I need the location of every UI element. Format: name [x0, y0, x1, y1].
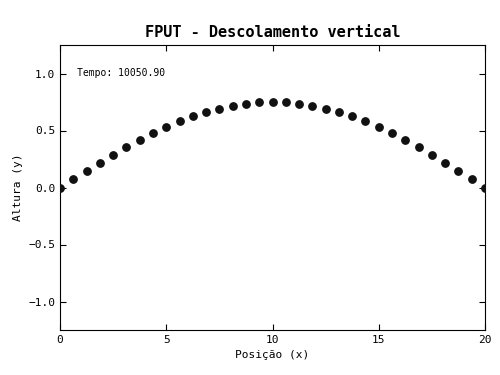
Point	[109, 152, 117, 158]
Point	[335, 109, 343, 115]
Point	[388, 130, 396, 136]
Point	[322, 105, 330, 111]
Point	[468, 176, 475, 182]
Point	[82, 168, 90, 174]
Point	[56, 184, 64, 190]
Point	[216, 105, 224, 111]
Point	[454, 168, 462, 174]
Title: FPUT - Descolamento vertical: FPUT - Descolamento vertical	[145, 25, 400, 40]
Point	[282, 99, 290, 105]
Point	[402, 137, 409, 143]
Point	[428, 152, 436, 158]
Point	[414, 144, 422, 150]
Point	[268, 99, 276, 105]
Point	[136, 137, 143, 143]
Point	[162, 124, 170, 130]
Point	[375, 124, 383, 130]
Point	[255, 99, 263, 105]
Point	[362, 118, 370, 124]
Point	[96, 160, 104, 166]
Point	[202, 109, 210, 115]
Point	[228, 103, 236, 109]
Point	[242, 100, 250, 106]
Text: Tempo: 10050.90: Tempo: 10050.90	[77, 68, 165, 78]
Point	[189, 113, 197, 119]
Y-axis label: Altura (y): Altura (y)	[12, 154, 22, 221]
Point	[308, 103, 316, 109]
Point	[122, 144, 130, 150]
Point	[441, 160, 449, 166]
Point	[176, 118, 184, 124]
Point	[348, 113, 356, 119]
Point	[149, 130, 157, 136]
Point	[70, 176, 78, 182]
Point	[481, 184, 489, 190]
X-axis label: Posição (x): Posição (x)	[236, 350, 310, 360]
Point	[295, 100, 303, 106]
